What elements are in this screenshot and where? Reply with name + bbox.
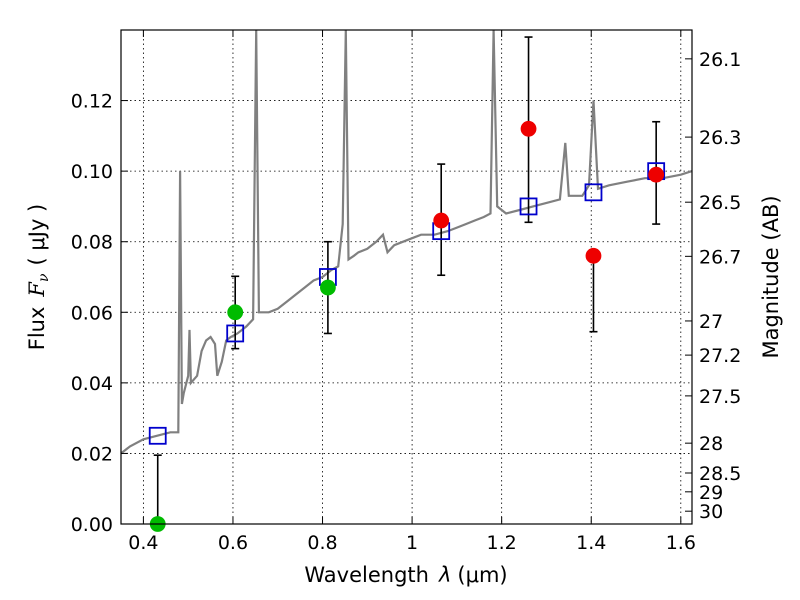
mag-tick-label: 27.2	[699, 345, 741, 367]
mag-tick-label: 27	[699, 311, 723, 333]
y-tick-label: 0.04	[71, 373, 113, 395]
y-tick-label: 0.02	[71, 443, 113, 465]
data-markers	[148, 36, 666, 532]
x-tick-label: 0.4	[128, 532, 158, 554]
x-tick-label: 1.4	[576, 532, 606, 554]
model-square	[584, 183, 603, 202]
model-square	[519, 197, 538, 216]
axis-ticks: 0.4 0.6 0.8 1 1.2 1.4 1.6 0.00 0.02 0.04 0.06 0.08 0…	[71, 30, 741, 554]
spectrum	[120, 29, 693, 455]
photometry-point	[227, 304, 244, 321]
mag-tick-label: 28.5	[699, 463, 741, 485]
x-tick-label: 1.2	[487, 532, 517, 554]
mag-tick-label: 29	[699, 482, 723, 504]
spectrum-line	[120, 29, 693, 455]
mag-tick-label: 28	[699, 433, 723, 455]
y-tick-label: 0.08	[71, 232, 113, 254]
model-square	[226, 324, 245, 343]
mag-tick-label: 27.5	[699, 386, 741, 408]
mag-tick-label: 26.1	[699, 49, 741, 71]
x-tick-label: 0.8	[307, 532, 337, 554]
y-tick-label: 0.10	[71, 161, 113, 183]
mag-tick-label: 26.5	[699, 192, 741, 214]
mag-tick-label: 26.7	[699, 246, 741, 268]
x-tick-label: 0.6	[218, 532, 248, 554]
y-axis-label: FluxFν( μJy )	[25, 204, 52, 350]
mag-tick-label: 30	[699, 501, 723, 523]
plot-frame	[120, 29, 693, 525]
x-tick-label: 1	[406, 532, 418, 554]
photometry-point	[585, 247, 602, 264]
y-tick-label: 0.00	[71, 514, 113, 536]
y-tick-label: 0.06	[71, 302, 113, 324]
grid-lines	[121, 30, 692, 524]
y-axis-right-label: Magnitude (AB)	[759, 195, 783, 358]
photometry-point	[433, 212, 450, 229]
photometry-point	[320, 279, 336, 296]
x-tick-label: 1.6	[666, 532, 696, 554]
photometry-point	[648, 166, 665, 183]
photometry-point	[520, 120, 537, 137]
mag-tick-label: 26.3	[699, 127, 741, 149]
y-tick-label: 0.12	[71, 91, 113, 113]
x-axis-label: Wavelength λ (μm)	[304, 563, 507, 587]
model-square	[148, 426, 167, 445]
